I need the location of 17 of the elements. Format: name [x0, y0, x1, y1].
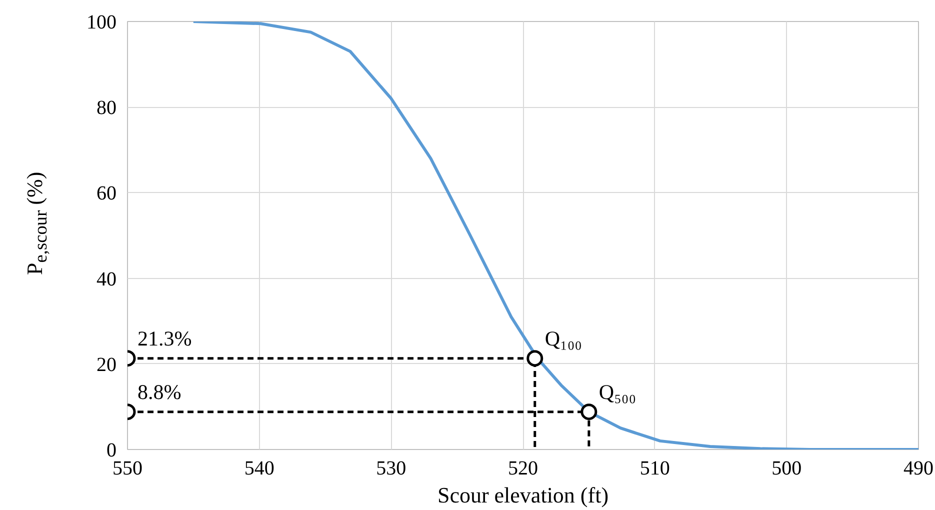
- annotation: Q₅₀₀: [598, 380, 636, 404]
- annotation: Q₁₀₀: [544, 326, 582, 350]
- annotation: 8.8%: [138, 380, 182, 404]
- x-tick-label: 510: [640, 458, 670, 480]
- x-tick-label: 530: [376, 458, 406, 480]
- y-tick-label: 100: [86, 12, 116, 34]
- annotation: 21.3%: [138, 326, 192, 350]
- y-tick-label: 60: [96, 182, 116, 205]
- x-tick-label: 500: [772, 458, 802, 480]
- y-tick-label: 40: [96, 268, 116, 290]
- x-tick-label: 490: [904, 458, 934, 480]
- x-tick-label: 540: [244, 458, 274, 480]
- y-tick-label: 80: [96, 97, 116, 120]
- y-tick-label: 20: [96, 354, 116, 376]
- x-tick-label: 520: [508, 458, 538, 480]
- line-series: [192, 22, 918, 450]
- x-axis-title: Scour elevation (ft): [437, 482, 609, 508]
